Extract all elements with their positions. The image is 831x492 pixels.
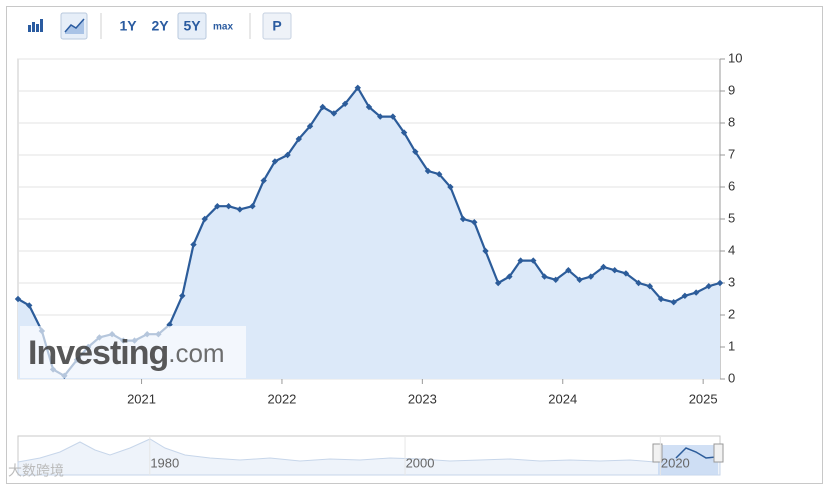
watermark-brand: Investing <box>28 334 168 372</box>
watermark-box <box>20 326 246 378</box>
line-chart-icon[interactable] <box>60 12 88 40</box>
marker <box>471 219 478 226</box>
marker <box>389 113 397 120</box>
marker <box>436 171 443 178</box>
marker <box>330 110 338 117</box>
marker <box>225 203 232 210</box>
marker <box>295 135 302 143</box>
navigator-line <box>675 447 717 459</box>
y-tick-label: 3 <box>728 274 735 289</box>
navigator-tick-label: 1980 <box>150 455 179 470</box>
marker <box>530 257 537 264</box>
marker <box>447 183 454 191</box>
x-tick-label: 2022 <box>267 391 296 406</box>
y-tick-label: 0 <box>728 370 735 385</box>
marker <box>26 302 33 309</box>
marker <box>622 270 630 277</box>
extra-button-box[interactable] <box>262 12 292 40</box>
marker <box>635 279 642 287</box>
y-tick-label: 5 <box>728 210 735 225</box>
marker <box>611 267 618 274</box>
marker <box>412 148 419 155</box>
marker <box>284 151 291 159</box>
marker <box>354 84 361 91</box>
marker <box>377 113 384 120</box>
marker <box>214 203 221 210</box>
marker <box>541 273 548 280</box>
range-button-active[interactable] <box>177 12 207 40</box>
navigator-selection[interactable] <box>658 445 718 475</box>
marker <box>657 295 665 303</box>
range-button[interactable]: 1Y <box>119 18 137 34</box>
marker <box>565 267 572 274</box>
range-button[interactable]: 5Y <box>183 18 201 34</box>
marker <box>517 257 524 264</box>
marker <box>646 283 653 290</box>
overlay-watermark: 大数跨境 <box>8 463 64 479</box>
marker <box>201 215 208 223</box>
area <box>18 87 720 380</box>
marker <box>681 292 689 299</box>
y-tick-label: 10 <box>728 50 742 65</box>
marker <box>400 129 408 136</box>
marker <box>459 215 467 223</box>
marker <box>482 247 489 255</box>
marker <box>552 276 559 283</box>
navigator-tick-label: 2020 <box>661 455 690 470</box>
y-tick-label: 1 <box>728 338 735 353</box>
chart-frame <box>6 6 823 484</box>
extra-button[interactable]: P <box>272 18 281 34</box>
marker <box>670 299 677 306</box>
watermark: Investing.com <box>28 334 225 372</box>
navigator-handle[interactable] <box>652 443 663 463</box>
marker <box>341 100 349 107</box>
marker <box>587 273 595 280</box>
marker <box>271 158 279 165</box>
marker <box>319 103 326 111</box>
marker <box>365 103 373 111</box>
marker <box>576 276 583 283</box>
watermark-suffix: .com <box>168 338 224 368</box>
marker <box>179 292 186 299</box>
navigator-handle[interactable] <box>713 443 724 463</box>
y-tick-label: 9 <box>728 82 735 97</box>
marker <box>705 283 712 290</box>
x-tick-label: 2024 <box>548 391 577 406</box>
x-tick-label: 2025 <box>689 391 718 406</box>
marker <box>236 206 244 213</box>
marker <box>424 167 432 175</box>
x-tick-label: 2021 <box>127 391 156 406</box>
navigator-tick-label: 2000 <box>406 455 435 470</box>
marker <box>249 203 256 210</box>
y-tick-label: 7 <box>728 146 735 161</box>
bar-chart-icon[interactable] <box>28 19 43 32</box>
marker <box>306 123 314 130</box>
marker <box>716 279 724 287</box>
marker <box>494 279 502 287</box>
y-tick-label: 6 <box>728 178 735 193</box>
y-tick-label: 8 <box>728 114 735 129</box>
marker <box>600 263 607 271</box>
marker <box>506 273 513 280</box>
y-tick-label: 2 <box>728 306 735 321</box>
range-button[interactable]: max <box>213 22 233 33</box>
range-button[interactable]: 2Y <box>151 18 169 34</box>
marker <box>692 289 700 296</box>
marker <box>14 295 22 303</box>
x-tick-label: 2023 <box>408 391 437 406</box>
marker <box>260 177 267 184</box>
marker <box>190 241 197 248</box>
y-tick-label: 4 <box>728 242 735 257</box>
